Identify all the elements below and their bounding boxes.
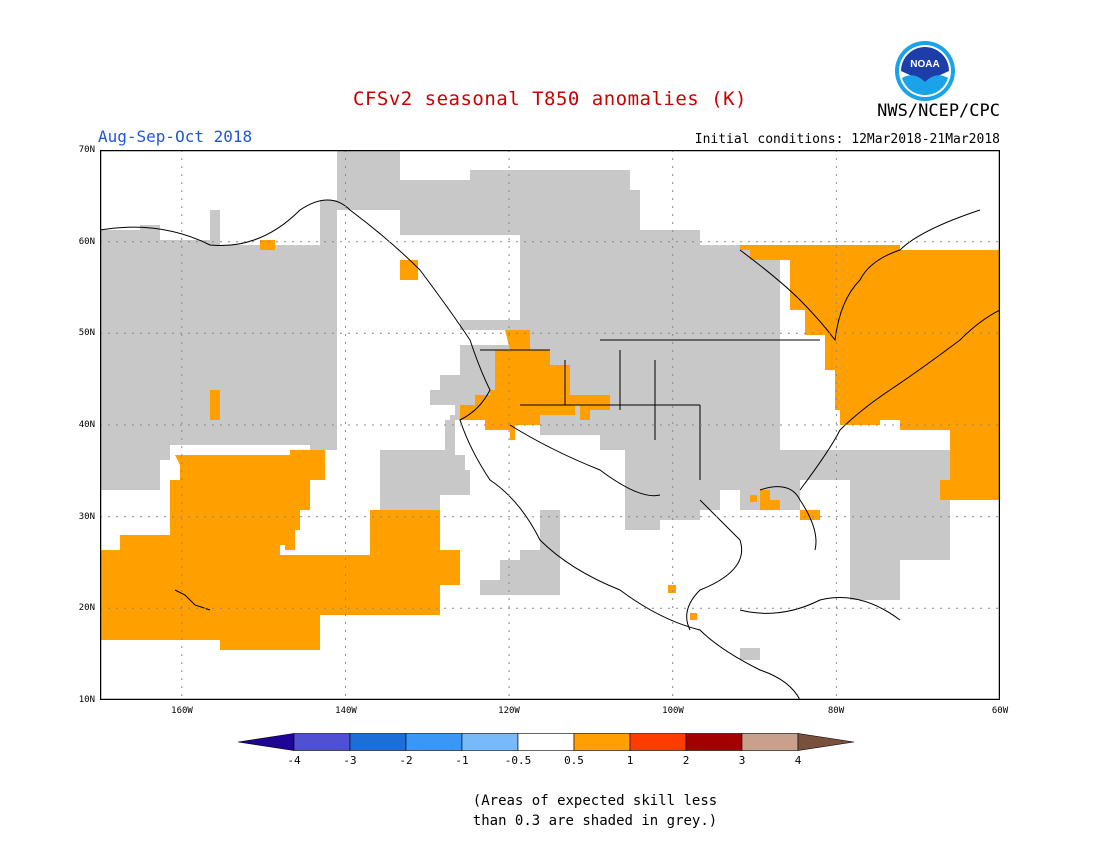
colorbar-segment-7 <box>629 733 687 751</box>
lon-tick-120w: 120W <box>498 706 520 716</box>
colorbar-segment-8 <box>685 733 743 751</box>
anomaly-map <box>100 150 1000 700</box>
lon-tick-140w: 140W <box>335 706 357 716</box>
colorbar-tick-label: -3 <box>343 754 357 767</box>
colorbar-segment-3 <box>405 733 463 751</box>
colorbar-tick-label: 1 <box>626 754 634 767</box>
coastline-west <box>100 199 801 700</box>
coastlines <box>100 199 1000 700</box>
grey-region-central-america <box>740 648 760 660</box>
colorbar-tick-label: 4 <box>794 754 802 767</box>
us-mexico-border <box>509 424 661 497</box>
colorbar-segment-low <box>238 733 295 751</box>
lat-tick-40n: 40N <box>78 420 95 430</box>
coastline-gulf-of-mexico <box>686 499 742 631</box>
skill-footnote-line1: (Areas of expected skill less <box>472 793 718 809</box>
noaa-logo-text: NOAA <box>910 59 939 70</box>
colorbar-tick-label: -2 <box>399 754 413 767</box>
warm-region-northeast-us <box>835 380 880 425</box>
caribbean-islands <box>739 597 901 621</box>
lon-tick-160w: 160W <box>171 706 193 716</box>
lat-tick-30n: 30N <box>78 512 95 522</box>
agency-label: NWS/NCEP/CPC <box>877 101 1000 121</box>
warm-region-alaska-a <box>210 390 220 420</box>
grey-region-canada-us <box>337 150 950 600</box>
colorbar-tick-label: -0.5 <box>504 754 532 767</box>
colorbar-segment-5 <box>517 733 575 751</box>
initial-conditions-label: Initial conditions: 12Mar2018-21Mar2018 <box>694 132 1000 147</box>
warm-region-mexico-small-a <box>668 585 676 593</box>
colorbar-segment-6 <box>573 733 631 751</box>
map-frame <box>100 150 1000 700</box>
lat-tick-50n: 50N <box>78 328 95 338</box>
warm-region-gulf-coast <box>760 490 820 520</box>
low-skill-areas <box>100 150 950 660</box>
colorbar-tick-label: -1 <box>455 754 469 767</box>
state-borders <box>480 349 701 480</box>
hawaii-islands <box>174 589 211 611</box>
coastline-florida <box>759 486 817 551</box>
colorbar-tick-label: 3 <box>738 754 746 767</box>
colorbar-segment-4 <box>461 733 519 751</box>
season-label: Aug-Sep-Oct 2018 <box>98 127 253 146</box>
lon-tick-80w: 80W <box>827 706 845 716</box>
skill-footnote-line2: than 0.3 are shaded in grey.) <box>472 813 718 829</box>
graticule <box>100 150 1000 700</box>
warm-region-mexico-small-b <box>690 613 697 620</box>
colorbar-tick-label: 0.5 <box>564 754 584 767</box>
lat-tick-60n: 60N <box>78 237 95 247</box>
colorbar-tick-label: 2 <box>682 754 690 767</box>
noaa-logo: NOAA <box>895 41 955 101</box>
colorbar-segment-1 <box>293 733 351 751</box>
grey-region-mexico <box>480 510 560 595</box>
lon-tick-100w: 100W <box>662 706 684 716</box>
coastline-atlantic <box>799 309 1000 491</box>
colorbar-segment-2 <box>349 733 407 751</box>
lat-tick-20n: 20N <box>78 603 95 613</box>
colorbar-tick-label: -4 <box>287 754 301 767</box>
lat-tick-10n: 10N <box>78 695 95 705</box>
map-title: CFSv2 seasonal T850 anomalies (K) <box>353 88 747 110</box>
color-bar <box>238 733 855 751</box>
warm-region-alaska-panhandle <box>400 260 418 280</box>
colorbar-segment-high <box>797 733 855 751</box>
lat-tick-70n: 70N <box>78 145 95 155</box>
warm-region-alaska-b <box>260 240 275 250</box>
grey-region-northeast-pacific <box>100 200 470 520</box>
warm-region-northwest-us <box>460 330 610 440</box>
lon-tick-60w: 60W <box>991 706 1009 716</box>
colorbar-segment-9 <box>741 733 799 751</box>
warm-region-eastern-canada <box>740 245 1000 500</box>
warm-region-gulf-small <box>750 495 757 502</box>
